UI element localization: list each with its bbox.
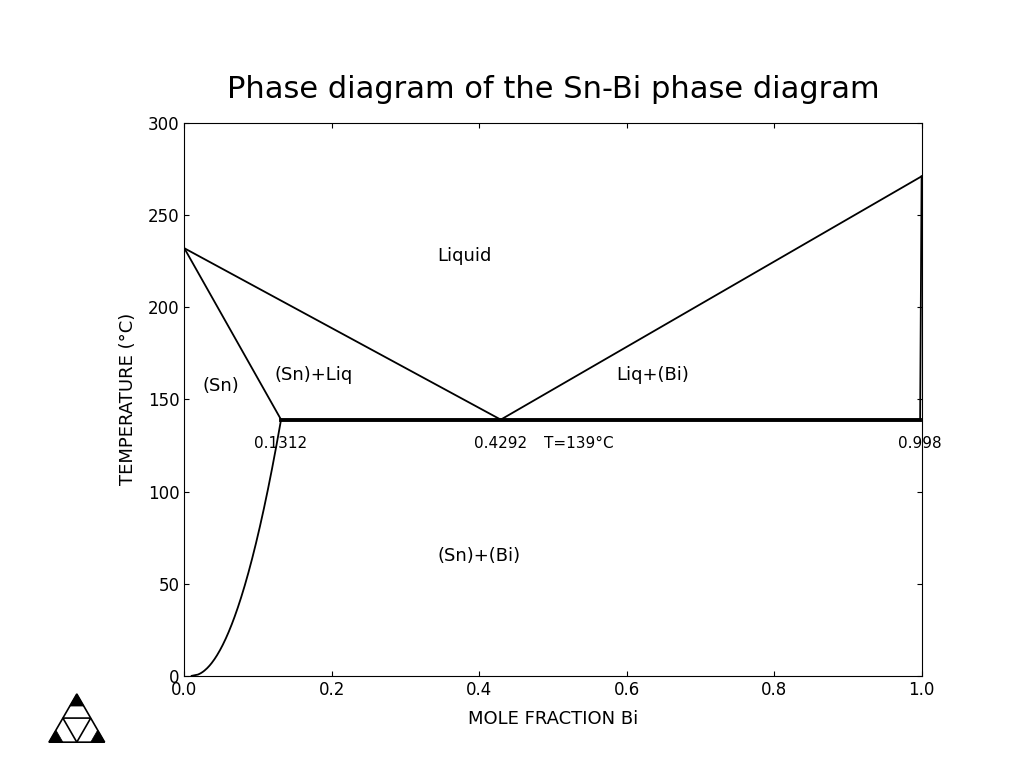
Text: 0.1312: 0.1312: [255, 436, 307, 452]
Text: 0.4292: 0.4292: [474, 436, 527, 452]
Y-axis label: TEMPERATURE (°C): TEMPERATURE (°C): [119, 313, 137, 485]
Text: 0.998: 0.998: [898, 436, 942, 452]
Text: T=139°C: T=139°C: [544, 436, 613, 452]
Polygon shape: [70, 694, 84, 706]
Text: Liq+(Bi): Liq+(Bi): [616, 366, 689, 385]
Text: (Sn)+(Bi): (Sn)+(Bi): [437, 547, 521, 565]
Text: Liquid: Liquid: [437, 247, 492, 265]
Polygon shape: [49, 730, 62, 742]
Text: (Sn)+Liq: (Sn)+Liq: [274, 366, 352, 385]
Polygon shape: [91, 730, 104, 742]
X-axis label: MOLE FRACTION Bi: MOLE FRACTION Bi: [468, 710, 638, 728]
Title: Phase diagram of the Sn-Bi phase diagram: Phase diagram of the Sn-Bi phase diagram: [226, 75, 880, 104]
Text: (Sn): (Sn): [203, 377, 240, 396]
